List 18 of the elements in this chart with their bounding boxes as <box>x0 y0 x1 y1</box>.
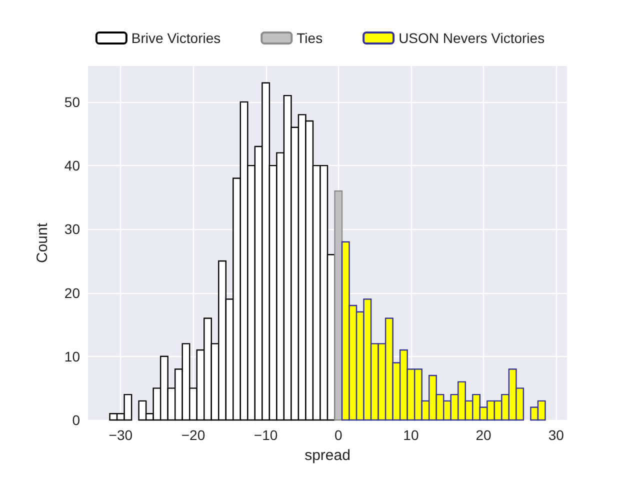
y-tick-label: 50 <box>64 94 80 110</box>
x-axis-title: spread <box>304 447 350 464</box>
y-axis-title: Count <box>34 222 51 264</box>
x-tick-label: 0 <box>334 427 342 443</box>
legend-label: USON Nevers Victories <box>398 30 545 46</box>
y-tick-label: 40 <box>64 158 80 174</box>
x-tick-label: 20 <box>476 427 492 443</box>
legend-label: Brive Victories <box>131 30 221 46</box>
legend-label: Ties <box>296 30 323 46</box>
x-tick-label: −30 <box>108 427 133 443</box>
y-tick-label: 10 <box>64 348 80 364</box>
y-tick-label: 0 <box>72 412 80 428</box>
x-tick-label: −20 <box>181 427 206 443</box>
y-tick-label: 30 <box>64 221 80 238</box>
x-tick-label: 30 <box>548 427 564 443</box>
x-tick-label: 10 <box>403 427 419 443</box>
x-tick-label: −10 <box>254 427 278 443</box>
y-tick-label: 20 <box>64 284 80 301</box>
